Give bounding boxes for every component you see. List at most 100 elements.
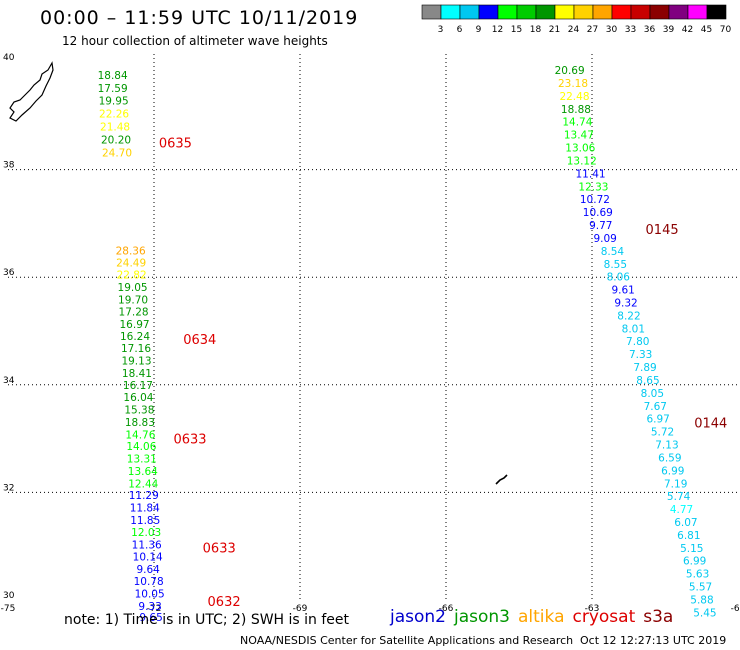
credit-timestamp: Oct 12 12:27:13 UTC 2019 [580,634,727,647]
swh-value-label: 9.32 [614,297,637,309]
x-tick-label: -66 [439,604,454,614]
swh-value-label: 6.81 [677,530,700,542]
swh-value-label: 13.47 [564,130,594,142]
page-subtitle: 12 hour collection of altimeter wave hei… [62,34,328,48]
swh-value-label: 5.15 [680,543,703,555]
swh-value-label: 7.33 [629,349,652,361]
legend-label: 3 [438,25,444,35]
swh-value-label: 13.64 [128,466,158,478]
swh-value-label: 14.76 [125,429,155,441]
legend-label: 9 [476,25,482,35]
swh-value-label: 9.61 [611,285,634,297]
swh-value-label: 21.48 [100,122,130,134]
swh-value-label: 11.41 [576,168,606,180]
swh-value-label: 19.70 [118,294,148,306]
swh-value-label: 10.69 [583,207,613,219]
swh-value-label: 9.64 [136,564,160,576]
x-tick-label: -69 [293,604,308,614]
swh-value-label: 13.06 [565,143,595,155]
legend-label: 30 [606,25,618,35]
swh-value-label: 10.05 [135,589,165,601]
legend-label: 45 [701,25,712,35]
pass-time-label: 0635 [159,137,192,152]
swh-value-label: 11.85 [130,515,160,527]
pass-time-label: 0633 [173,433,206,448]
swh-value-label: 10.78 [134,576,164,588]
swh-value-label: 23.18 [558,78,588,90]
swh-value-label: 6.99 [661,465,684,477]
swh-value-label: 20.69 [555,65,585,77]
swh-value-label: 24.49 [116,258,146,270]
swh-value-label: 17.28 [119,307,149,319]
swh-value-label: 7.89 [633,362,656,374]
legend-label: 33 [625,25,636,35]
swh-value-label: 12.03 [131,527,161,539]
swh-value-label: 18.41 [122,368,152,380]
swh-value-label: 13.31 [127,454,157,466]
swh-value-label: 19.05 [118,282,148,294]
swh-value-label: 5.88 [690,594,713,606]
coastline-outline [9,61,54,122]
x-tick-label: -75 [1,604,16,614]
swh-value-label: 12.33 [578,181,608,193]
swh-value-label: 5.45 [693,607,716,619]
swh-value-label: 5.57 [689,582,712,594]
swh-value-label: 6.07 [674,517,697,529]
swh-value-label: 6.99 [683,556,706,568]
swh-value-label: 20.20 [101,134,131,146]
swh-value-label: 6.59 [658,452,681,464]
swh-value-label: 11.36 [132,540,162,552]
y-tick-label: 32 [3,483,14,493]
swh-value-label: 5.72 [651,427,674,439]
swh-value-label: 16.97 [120,319,150,331]
legend-label: 6 [457,25,463,35]
swh-value-label: 18.83 [125,417,155,429]
pass-time-label: 0632 [208,595,241,610]
legend-label: 15 [511,25,522,35]
swh-value-label: 7.13 [655,440,678,452]
swh-value-label: 9.77 [589,220,612,232]
swh-value-label: 8.55 [604,259,627,271]
swh-value-label: 16.24 [120,331,150,343]
satellite-altika: altika [518,607,565,627]
swh-value-label: 8.22 [617,310,640,322]
legend-label: 21 [549,25,560,35]
pass-time-label: 0145 [646,223,679,238]
credit-text: NOAA/NESDIS Center for Satellite Applica… [240,634,574,647]
swh-value-label: 12.44 [128,478,158,490]
satellite-jason3: jason3 [454,607,510,627]
swh-value-label: 19.95 [99,96,129,108]
swh-value-label: 9.33 [138,601,161,613]
legend-swatch [706,4,727,20]
swh-value-label: 19.13 [121,356,151,368]
swh-value-label: 7.19 [664,478,687,490]
island-outline [495,474,508,485]
footer-note: note: 1) Time is in UTC; 2) SWH is in fe… [64,612,350,628]
swh-value-label: 10.14 [133,551,163,563]
swh-value-label: 16.17 [123,380,153,392]
swh-value-label: 22.26 [99,109,129,121]
swh-value-label: 8.01 [622,323,645,335]
swh-value-label: 18.88 [561,104,591,116]
legend-label: 18 [530,25,542,35]
satellite-jason2: jason2 [390,607,446,627]
swh-value-label: 8.65 [636,375,659,387]
legend-label: 42 [682,25,693,35]
swh-value-label: 11.29 [129,490,159,502]
legend-label: 36 [644,25,656,35]
satellite-s3a: s3a [643,607,674,627]
y-tick-label: 30 [3,591,15,601]
swh-value-label: 5.63 [686,569,709,581]
legend-label: 27 [587,25,598,35]
swh-value-label: 6.97 [646,414,669,426]
pass-time-label: 0144 [694,416,727,431]
satellite-legend: jason2 jason3 altika cryosat s3a [390,607,681,627]
swh-value-label: 22.82 [117,270,147,282]
swh-value-label: 9.65 [139,612,162,624]
swh-value-label: 10.72 [580,194,610,206]
swh-value-label: 13.12 [567,155,597,167]
y-tick-label: 36 [3,268,15,278]
swh-value-label: 5.74 [667,491,691,503]
